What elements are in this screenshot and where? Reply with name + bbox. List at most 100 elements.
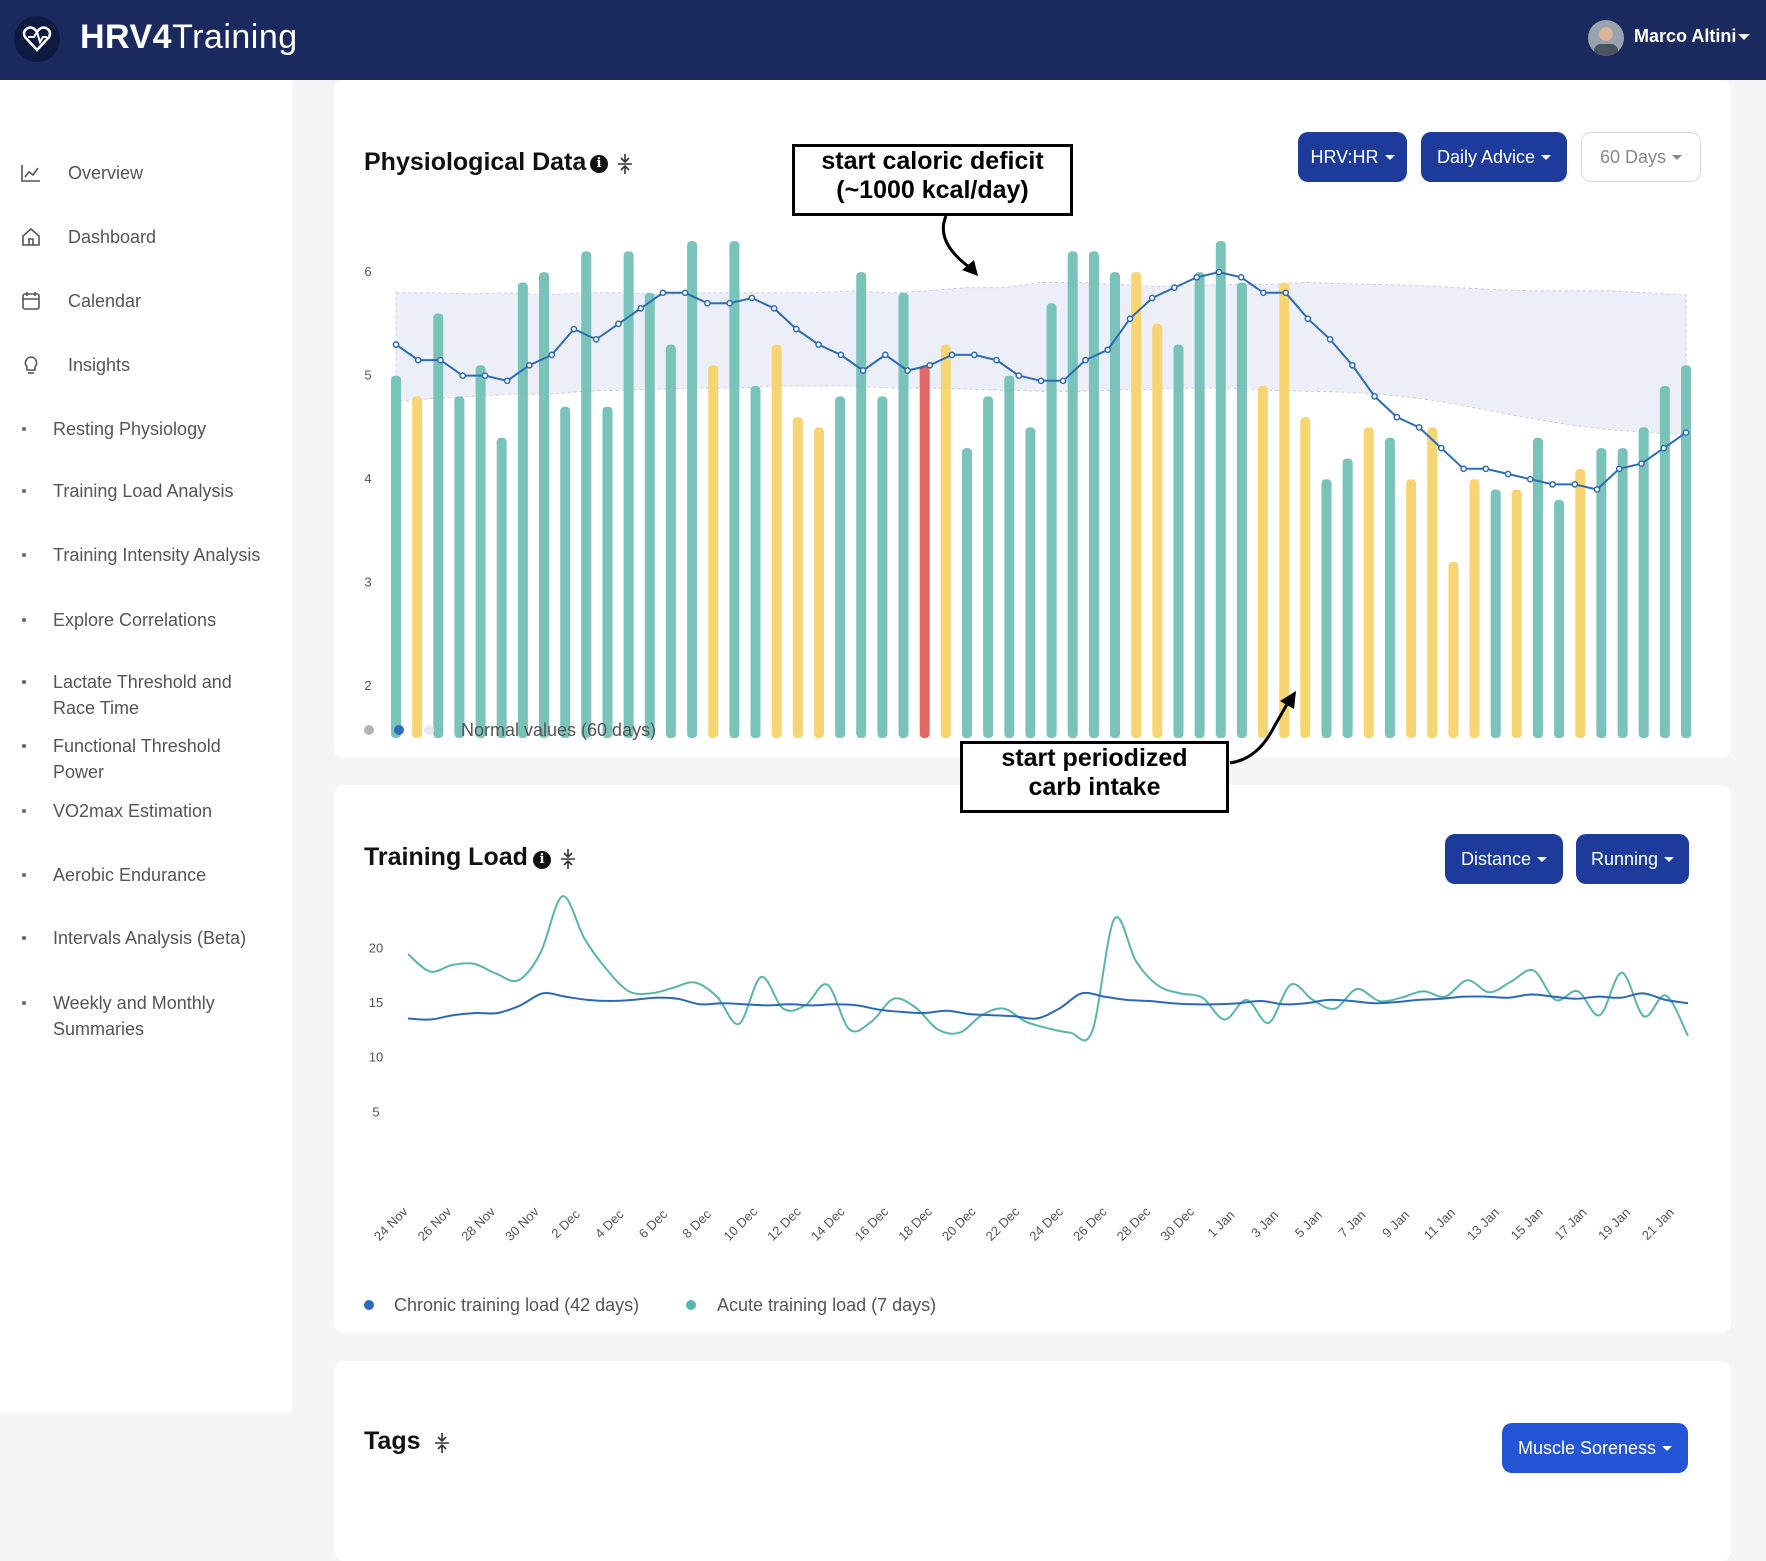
bar [1025, 427, 1036, 738]
collapse-icon[interactable] [433, 1432, 451, 1454]
bar [750, 386, 761, 738]
bar [602, 406, 613, 738]
user-menu-caret-icon[interactable] [1738, 34, 1750, 40]
brand-logo-text[interactable]: HRV4Training [80, 18, 298, 57]
annotation-caloric-deficit: start caloric deficit (~1000 kcal/day) [792, 144, 1073, 216]
average-point [548, 351, 556, 359]
bar [475, 365, 486, 738]
bar [1427, 427, 1438, 738]
average-point [1171, 284, 1178, 291]
y-tick-label: 4 [364, 471, 371, 486]
average-point [1504, 470, 1512, 478]
x-tick-label: 19 Jan [1595, 1205, 1633, 1243]
brand-light: Training [172, 18, 298, 56]
bar [729, 241, 740, 738]
y-tick-label: 5 [372, 1104, 379, 1119]
x-tick-label: 16 Dec [852, 1204, 892, 1244]
legend-normal-values[interactable]: Normal values (60 days) [461, 720, 657, 740]
sidebar: Overview Dashboard Calendar Insights Res… [0, 80, 292, 1412]
bar [412, 396, 423, 738]
average-point [1260, 289, 1267, 297]
sidebar-item-label: Aerobic Endurance [53, 865, 207, 885]
distance-dropdown-button[interactable]: Distance [1445, 834, 1563, 884]
bullet-icon [22, 489, 26, 493]
x-tick-label: 8 Dec [679, 1206, 714, 1241]
legend-dot-chronic[interactable] [364, 1300, 374, 1310]
x-tick-label: 17 Jan [1543, 748, 1581, 750]
average-point [1326, 336, 1334, 343]
bar [1638, 427, 1649, 738]
bar [1300, 417, 1311, 738]
x-tick-label: 26 Dec [1070, 1204, 1110, 1244]
muscle-soreness-dropdown-button[interactable]: Muscle Soreness [1502, 1423, 1688, 1473]
x-tick-label: 2 Dec [548, 1206, 583, 1241]
bar [1236, 282, 1247, 738]
bar [814, 427, 824, 738]
average-point [481, 372, 489, 379]
sidebar-item-label: Weekly and Monthly Summaries [53, 993, 215, 1039]
x-tick-label: 19 Jan [1587, 748, 1625, 750]
bar [835, 396, 846, 738]
bar [1448, 562, 1459, 738]
x-tick-label: 13 Jan [1456, 748, 1494, 750]
running-dropdown-button[interactable]: Running [1576, 834, 1689, 884]
x-tick-label: 28 Dec [1114, 1204, 1154, 1244]
x-tick-label: 11 Jan [1413, 748, 1451, 750]
x-tick-label: 10 Dec [712, 747, 752, 750]
hrv-hr-dropdown-button[interactable]: HRV:HR [1298, 132, 1407, 182]
avatar[interactable] [1588, 20, 1624, 56]
average-point [1193, 273, 1201, 281]
acute-load-line [407, 895, 1689, 1042]
sidebar-item-label: Intervals Analysis (Beta) [53, 928, 247, 948]
sidebar-item-label: Insights [68, 355, 131, 375]
average-point [1349, 361, 1356, 369]
legend-chronic-load[interactable]: Chronic training load (42 days) [394, 1295, 640, 1315]
sidebar-item-label: Training Load Analysis [53, 481, 234, 501]
legend-acute-load[interactable]: Acute training load (7 days) [717, 1295, 937, 1315]
info-icon[interactable]: i [590, 155, 608, 173]
legend-dot-normal[interactable] [424, 725, 434, 735]
logo-heart-icon[interactable] [14, 16, 60, 62]
collapse-icon[interactable] [559, 848, 577, 870]
bar [1004, 375, 1015, 738]
x-tick-label: 17 Jan [1551, 1205, 1589, 1243]
annotation-line: start periodized [1001, 744, 1188, 772]
x-tick-label: 15 Jan [1508, 1205, 1546, 1243]
bar [454, 396, 465, 738]
average-point [1237, 273, 1245, 281]
user-name[interactable]: Marco Altini [1634, 26, 1737, 46]
x-tick-label: 21 Jan [1639, 1205, 1677, 1243]
average-point [503, 377, 511, 385]
legend-dot-acute[interactable] [686, 1300, 696, 1310]
collapse-icon[interactable] [616, 153, 634, 175]
info-icon[interactable]: i [533, 851, 551, 869]
sidebar-item-label: VO2max Estimation [53, 801, 213, 821]
bar [792, 417, 803, 738]
date-range-dropdown-button[interactable]: 60 Days [1581, 132, 1701, 182]
x-tick-label: 26 Nov [407, 747, 447, 750]
average-point [726, 299, 733, 307]
physiological-data-card: Physiological Data i HRV:HR Daily Advice… [334, 80, 1731, 758]
caret-down-icon [1662, 1446, 1673, 1451]
bar [1681, 365, 1691, 738]
daily-advice-dropdown-button[interactable]: Daily Advice [1421, 132, 1567, 182]
annotation-arrow-up-icon [1229, 691, 1296, 765]
y-tick-label: 6 [364, 264, 371, 279]
x-tick-label: 18 Dec [895, 1204, 935, 1244]
x-tick-label: 26 Nov [415, 1204, 455, 1244]
average-point [792, 325, 800, 333]
legend-dot-average[interactable] [394, 725, 404, 735]
average-point [414, 356, 422, 364]
bar [1511, 489, 1522, 738]
button-label: Muscle Soreness [1517, 1438, 1657, 1458]
bar [1215, 241, 1226, 738]
x-tick-label: 28 Nov [458, 1204, 498, 1244]
average-point [970, 351, 978, 359]
average-point [881, 351, 889, 359]
chronic-load-line [407, 991, 1689, 1021]
sidebar-item-label: Training Intensity Analysis [53, 545, 261, 565]
training-load-title: Training Load [364, 843, 528, 871]
average-point [1415, 424, 1423, 431]
average-point [1682, 429, 1690, 436]
legend-dot-daily[interactable] [364, 725, 374, 735]
